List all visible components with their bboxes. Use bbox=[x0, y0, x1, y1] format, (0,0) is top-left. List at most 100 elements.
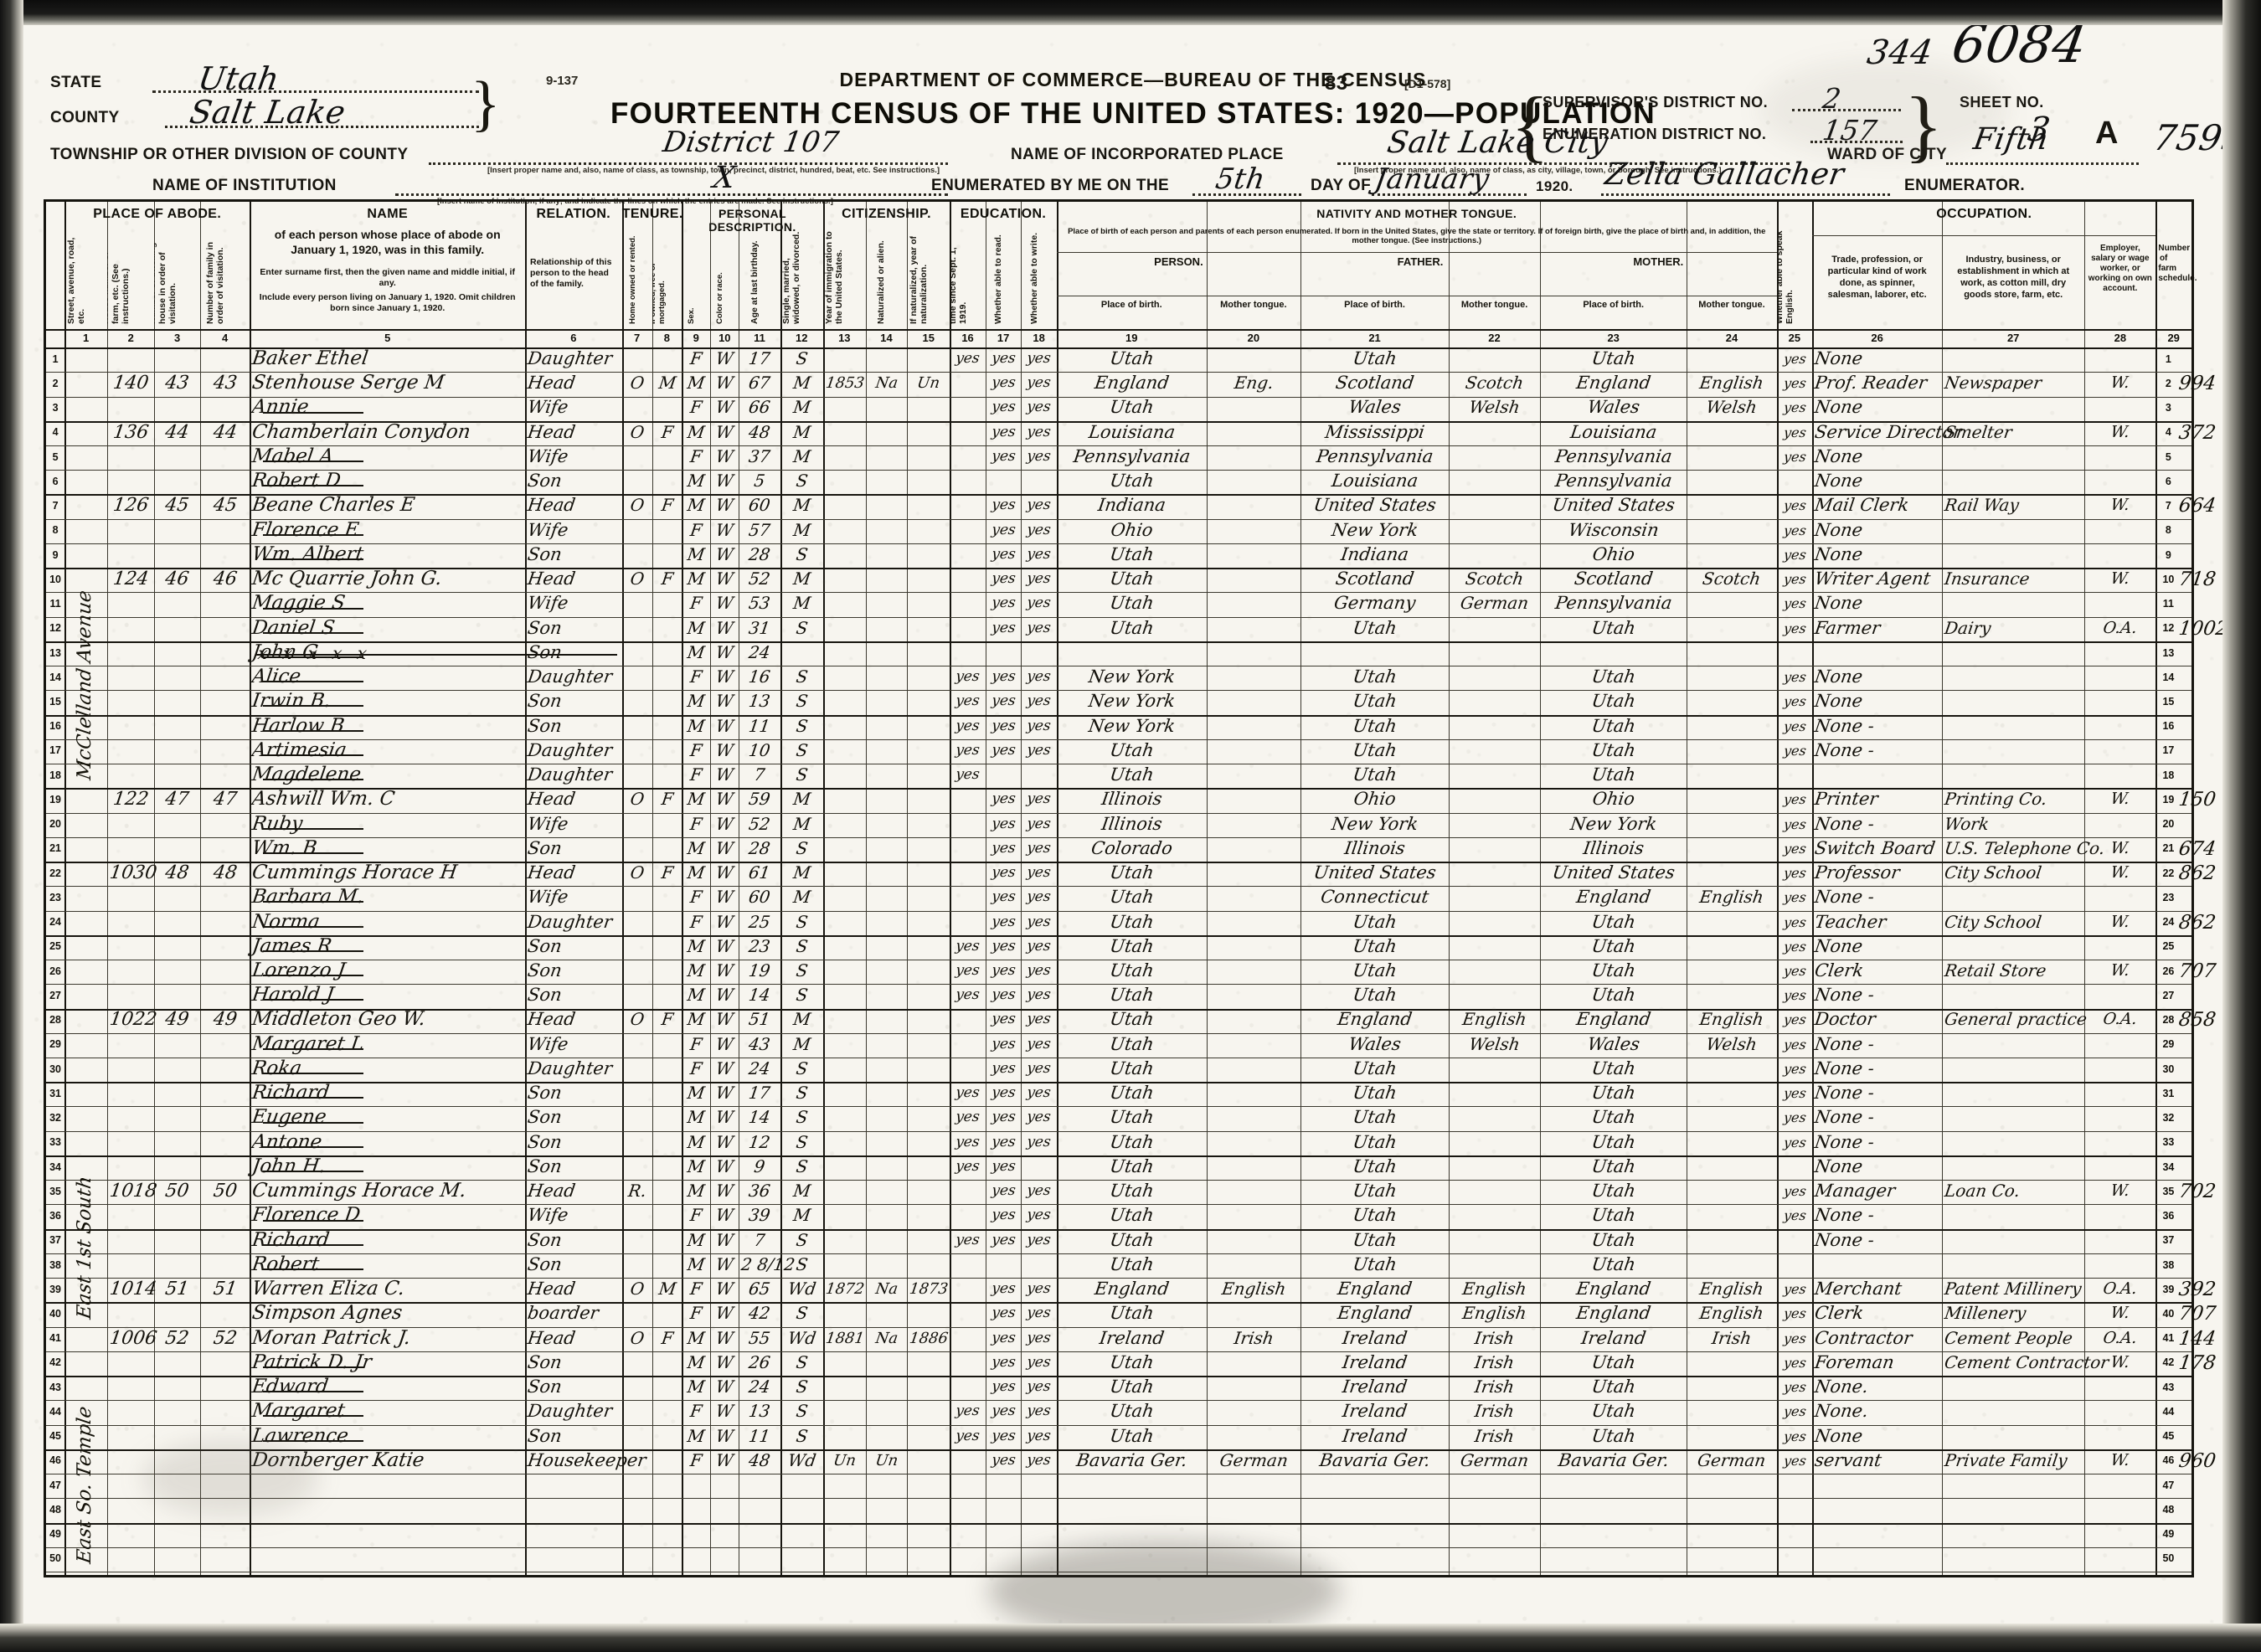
cell-able-read: yes bbox=[990, 913, 1017, 930]
cell-birthplace: Utah bbox=[1108, 617, 1156, 638]
cell-name: Barbara M. bbox=[250, 886, 366, 908]
cell-race: W bbox=[714, 1229, 735, 1250]
cell-occupation: Merchant bbox=[1813, 1279, 1903, 1299]
cell-race: W bbox=[714, 569, 735, 589]
nativity-vdivider bbox=[1449, 296, 1450, 329]
cell-name: Norma bbox=[250, 910, 322, 933]
cell-industry: Dairy bbox=[1943, 617, 1993, 638]
row-divider bbox=[46, 1082, 2191, 1084]
cell-name: Dornberger Katie bbox=[250, 1449, 426, 1471]
cell-speak-english: yes bbox=[1782, 1428, 1807, 1444]
cell-home-owned: O bbox=[628, 1279, 646, 1299]
margin-occupation-code: 674 bbox=[2177, 837, 2218, 860]
cell-mother-birthplace: Utah bbox=[1590, 1107, 1637, 1128]
row-divider bbox=[46, 886, 2191, 888]
cell-age: 48 bbox=[747, 421, 772, 442]
nativity-vdivider bbox=[1300, 296, 1301, 329]
cell-able-write: yes bbox=[1026, 1305, 1053, 1322]
occupation-employer-note: Employer, salary or wage worker, or work… bbox=[2088, 244, 2152, 293]
cell-father-birthplace: Ireland bbox=[1341, 1351, 1409, 1372]
cell-father-tongue: Irish bbox=[1473, 1377, 1516, 1397]
cell-marital-status: M bbox=[791, 1181, 812, 1202]
row-number-left: 39 bbox=[49, 1283, 61, 1295]
ditto-mark bbox=[263, 1391, 364, 1393]
column-sub-header-text: If owned, free or mortgaged. bbox=[652, 262, 667, 324]
cell-industry: Work bbox=[1943, 813, 1991, 834]
margin-occupation-code: 392 bbox=[2177, 1279, 2218, 1301]
cell-able-write: yes bbox=[1026, 1451, 1053, 1469]
column-divider bbox=[907, 202, 909, 1575]
cell-able-read: yes bbox=[990, 350, 1017, 367]
row-divider bbox=[46, 836, 2191, 838]
cell-naturalized: Un bbox=[873, 1451, 899, 1469]
cell-sex: F bbox=[688, 1303, 704, 1324]
row-divider bbox=[46, 690, 2191, 692]
nativity-vdivider bbox=[1540, 252, 1541, 296]
cell-able-read: yes bbox=[990, 447, 1017, 465]
ditto-mark bbox=[263, 1171, 364, 1173]
column-number: 25 bbox=[1788, 332, 1801, 344]
cell-father-birthplace: Utah bbox=[1351, 935, 1398, 956]
cell-industry: Smelter bbox=[1943, 421, 2014, 442]
column-number: 12 bbox=[796, 332, 808, 344]
cell-marital-status: S bbox=[794, 1377, 809, 1397]
cell-able-read: yes bbox=[990, 1109, 1017, 1126]
column-sub-header-text: Whether able to write. bbox=[1028, 232, 1039, 324]
cell-able-read: yes bbox=[990, 839, 1017, 857]
cell-able-read: yes bbox=[990, 1305, 1017, 1322]
row-divider bbox=[46, 788, 2191, 790]
cell-sex: M bbox=[686, 1131, 707, 1152]
cell-family-number: 44 bbox=[212, 421, 239, 443]
cell-speak-english: yes bbox=[1782, 1281, 1807, 1298]
cell-birthplace: Ireland bbox=[1098, 1327, 1166, 1348]
cell-race: W bbox=[714, 593, 735, 614]
cell-age: 57 bbox=[747, 519, 772, 540]
cell-birthplace: Utah bbox=[1108, 1033, 1156, 1054]
cell-father-tongue: Irish bbox=[1473, 1401, 1516, 1422]
row-divider bbox=[46, 470, 2191, 471]
column-number: 27 bbox=[2006, 332, 2020, 344]
cell-marital-status: M bbox=[791, 373, 812, 394]
cell-father-birthplace: Ireland bbox=[1341, 1377, 1409, 1397]
cell-occupation: Foreman bbox=[1813, 1351, 1896, 1372]
cell-attended-school: yes bbox=[955, 741, 981, 759]
column-divider bbox=[1300, 202, 1301, 1575]
cell-mother-birthplace: Utah bbox=[1590, 1181, 1637, 1202]
cell-occupation: None - bbox=[1813, 1058, 1876, 1078]
row-number-right: 28 bbox=[2162, 1014, 2175, 1027]
cell-occupation: Service Director bbox=[1813, 421, 1964, 442]
cell-able-write: yes bbox=[1026, 1133, 1053, 1150]
cell-name: Annie bbox=[250, 396, 311, 419]
cell-marital-status: S bbox=[794, 1425, 809, 1446]
cell-name: Cummings Horace H bbox=[250, 862, 459, 884]
cell-house-number: 1022 bbox=[108, 1009, 159, 1031]
cell-name: Edward bbox=[250, 1376, 331, 1398]
column-group-header: RELATION. bbox=[536, 207, 611, 221]
cell-able-write: yes bbox=[1026, 1207, 1053, 1224]
cell-birthplace: New York bbox=[1087, 666, 1177, 687]
cell-marital-status: S bbox=[794, 1083, 809, 1104]
cell-occupation: None - bbox=[1813, 1107, 1876, 1128]
enumerator-label: Enumerator. bbox=[1904, 177, 2026, 194]
row-number-left: 37 bbox=[49, 1234, 61, 1247]
cell-race: W bbox=[714, 715, 735, 736]
cell-employer: W. bbox=[2109, 961, 2131, 980]
cell-relation: Son bbox=[526, 935, 564, 956]
cell-mortgage: F bbox=[659, 495, 675, 516]
ditto-mark bbox=[263, 1145, 364, 1148]
cell-sex: F bbox=[688, 666, 704, 687]
street-name-text: East 1st South bbox=[73, 1174, 95, 1320]
cell-sex: M bbox=[686, 960, 707, 980]
row-number-left: 46 bbox=[49, 1454, 61, 1467]
cell-age: 26 bbox=[747, 1351, 772, 1372]
enumerated-day: 5th bbox=[1213, 162, 1268, 196]
cell-able-read: yes bbox=[990, 594, 1017, 612]
column-sub-header: If naturalized, year of naturalization. bbox=[907, 227, 950, 327]
cell-age: 43 bbox=[747, 1033, 772, 1054]
cell-occupation: None bbox=[1813, 666, 1865, 687]
cell-age: 48 bbox=[747, 1449, 772, 1470]
cell-able-write: yes bbox=[1026, 1280, 1053, 1298]
cell-occupation: Clerk bbox=[1813, 1303, 1866, 1324]
row-number-left: 12 bbox=[49, 622, 61, 635]
column-sub-header: Street, avenue, road, etc. bbox=[64, 227, 107, 327]
